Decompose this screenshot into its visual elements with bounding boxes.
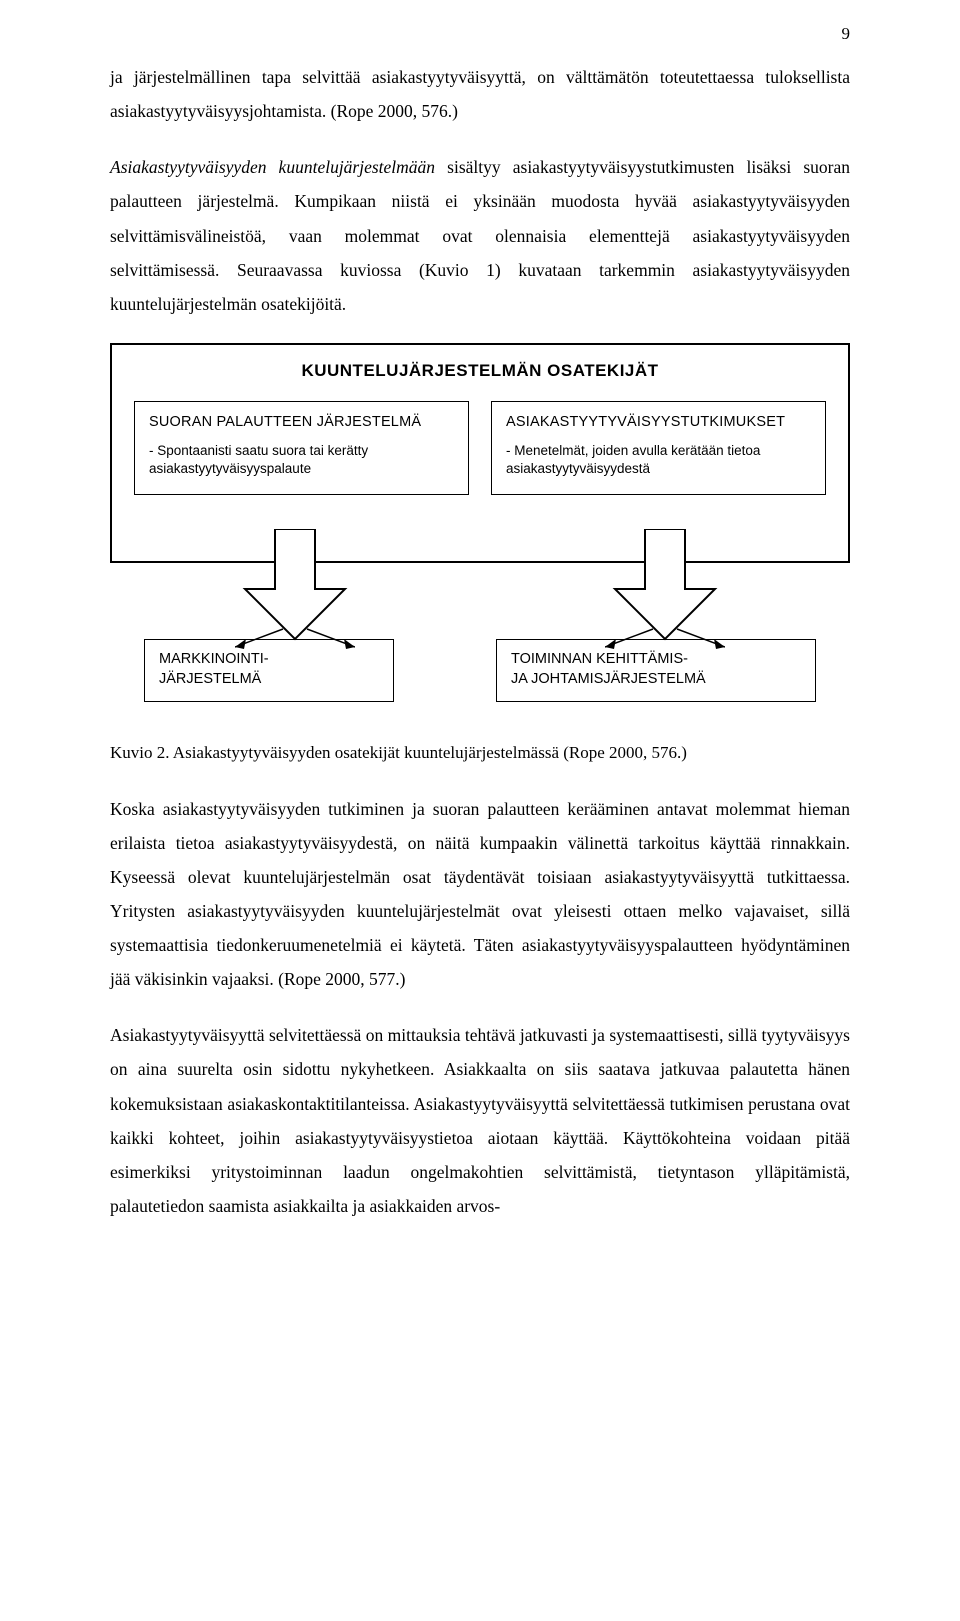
diagram-arrow-row [110,529,850,649]
diagram-left-desc: - Spontaanisti saatu suora tai kerätty a… [149,442,454,478]
paragraph-2: Asiakastyytyväisyyden kuuntelujärjestelm… [110,150,850,321]
page: 9 ja järjestelmällinen tapa selvittää as… [0,0,960,1293]
diagram-two-columns: SUORAN PALAUTTEEN JÄRJESTELMÄ - Spontaan… [134,401,826,495]
p1-text: ja järjestelmällinen tapa selvittää asia… [110,67,850,121]
diagram-left-title: SUORAN PALAUTTEEN JÄRJESTELMÄ [149,414,454,430]
paragraph-1: ja järjestelmällinen tapa selvittää asia… [110,60,850,128]
diagram-left-box: SUORAN PALAUTTEEN JÄRJESTELMÄ - Spontaan… [134,401,469,495]
diagram-right-title: ASIAKASTYYTYVÄISYYSTUTKIMUKSET [506,414,811,430]
diagram-kuuntelu: KUUNTELUJÄRJESTELMÄN OSATEKIJÄT SUORAN P… [110,343,850,703]
diagram-title: KUUNTELUJÄRJESTELMÄN OSATEKIJÄT [134,361,826,381]
figure-caption: Kuvio 2. Asiakastyytyväisyyden osatekijä… [110,736,850,769]
page-number: 9 [842,24,851,44]
paragraph-3: Koska asiakastyytyväisyyden tutkiminen j… [110,792,850,997]
diagram-right-box: ASIAKASTYYTYVÄISYYSTUTKIMUKSET - Menetel… [491,401,826,495]
diagram-right-desc: - Menetelmät, joiden avulla kerätään tie… [506,442,811,478]
p2-rest: sisältyy asiakastyytyväisyystutkimusten … [110,157,850,314]
arrow-down-left-icon [235,529,355,649]
paragraph-4: Asiakastyytyväisyyttä selvitettäessä on … [110,1018,850,1223]
p2-italic: Asiakastyytyväisyyden kuuntelujärjestelm… [110,157,435,177]
arrow-down-right-icon [605,529,725,649]
